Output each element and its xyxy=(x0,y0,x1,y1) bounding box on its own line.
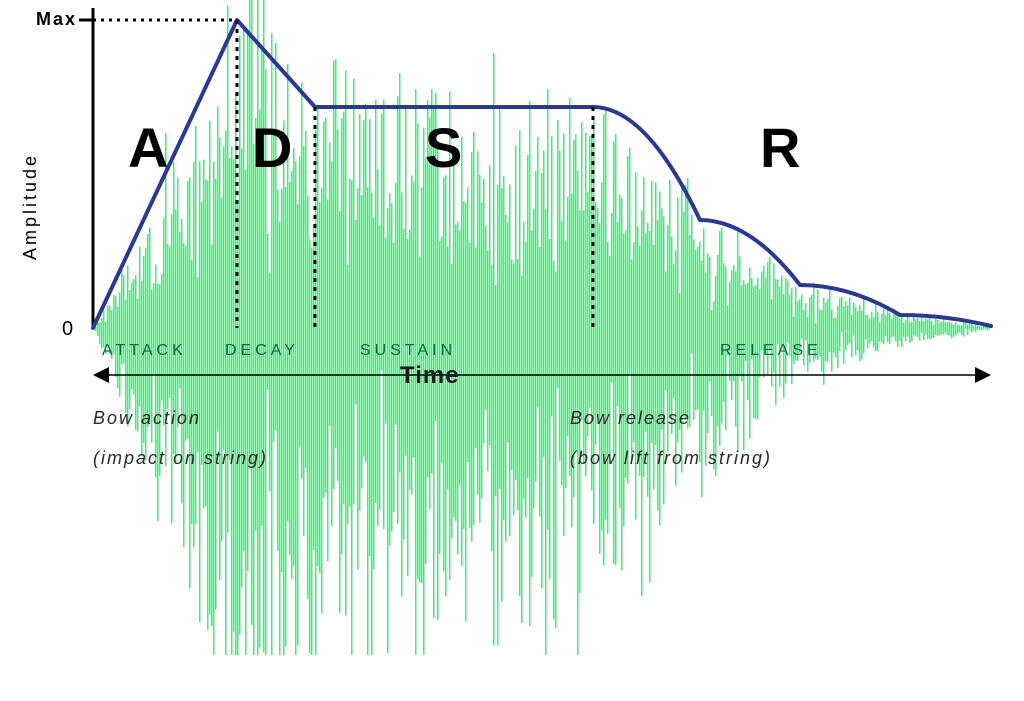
phase-word-attack: ATTACK xyxy=(102,342,187,360)
phase-word-sustain: SUSTAIN xyxy=(360,342,456,360)
phase-word-release: RELEASE xyxy=(720,342,822,360)
adsr-diagram: Amplitude Max 0 A D S R ATTACK DECAY SUS… xyxy=(0,0,1024,701)
time-axis-label: Time xyxy=(400,362,460,390)
caption-bow-release-1: Bow release xyxy=(570,408,691,429)
phase-word-decay: DECAY xyxy=(225,342,299,360)
caption-bow-action-1: Bow action xyxy=(93,408,201,429)
phase-letter-sustain: S xyxy=(425,115,464,180)
waveform xyxy=(95,0,991,655)
caption-bow-release-2: (bow lift from string) xyxy=(570,448,772,469)
y-axis-label: Amplitude xyxy=(20,153,41,260)
phase-letter-release: R xyxy=(760,115,802,180)
caption-bow-action-2: (impact on string) xyxy=(93,448,268,469)
phase-letter-attack: A xyxy=(128,115,170,180)
y-tick-max: Max xyxy=(36,9,77,30)
y-tick-zero: 0 xyxy=(62,318,75,341)
axes xyxy=(79,8,93,328)
phase-letter-decay: D xyxy=(252,115,294,180)
